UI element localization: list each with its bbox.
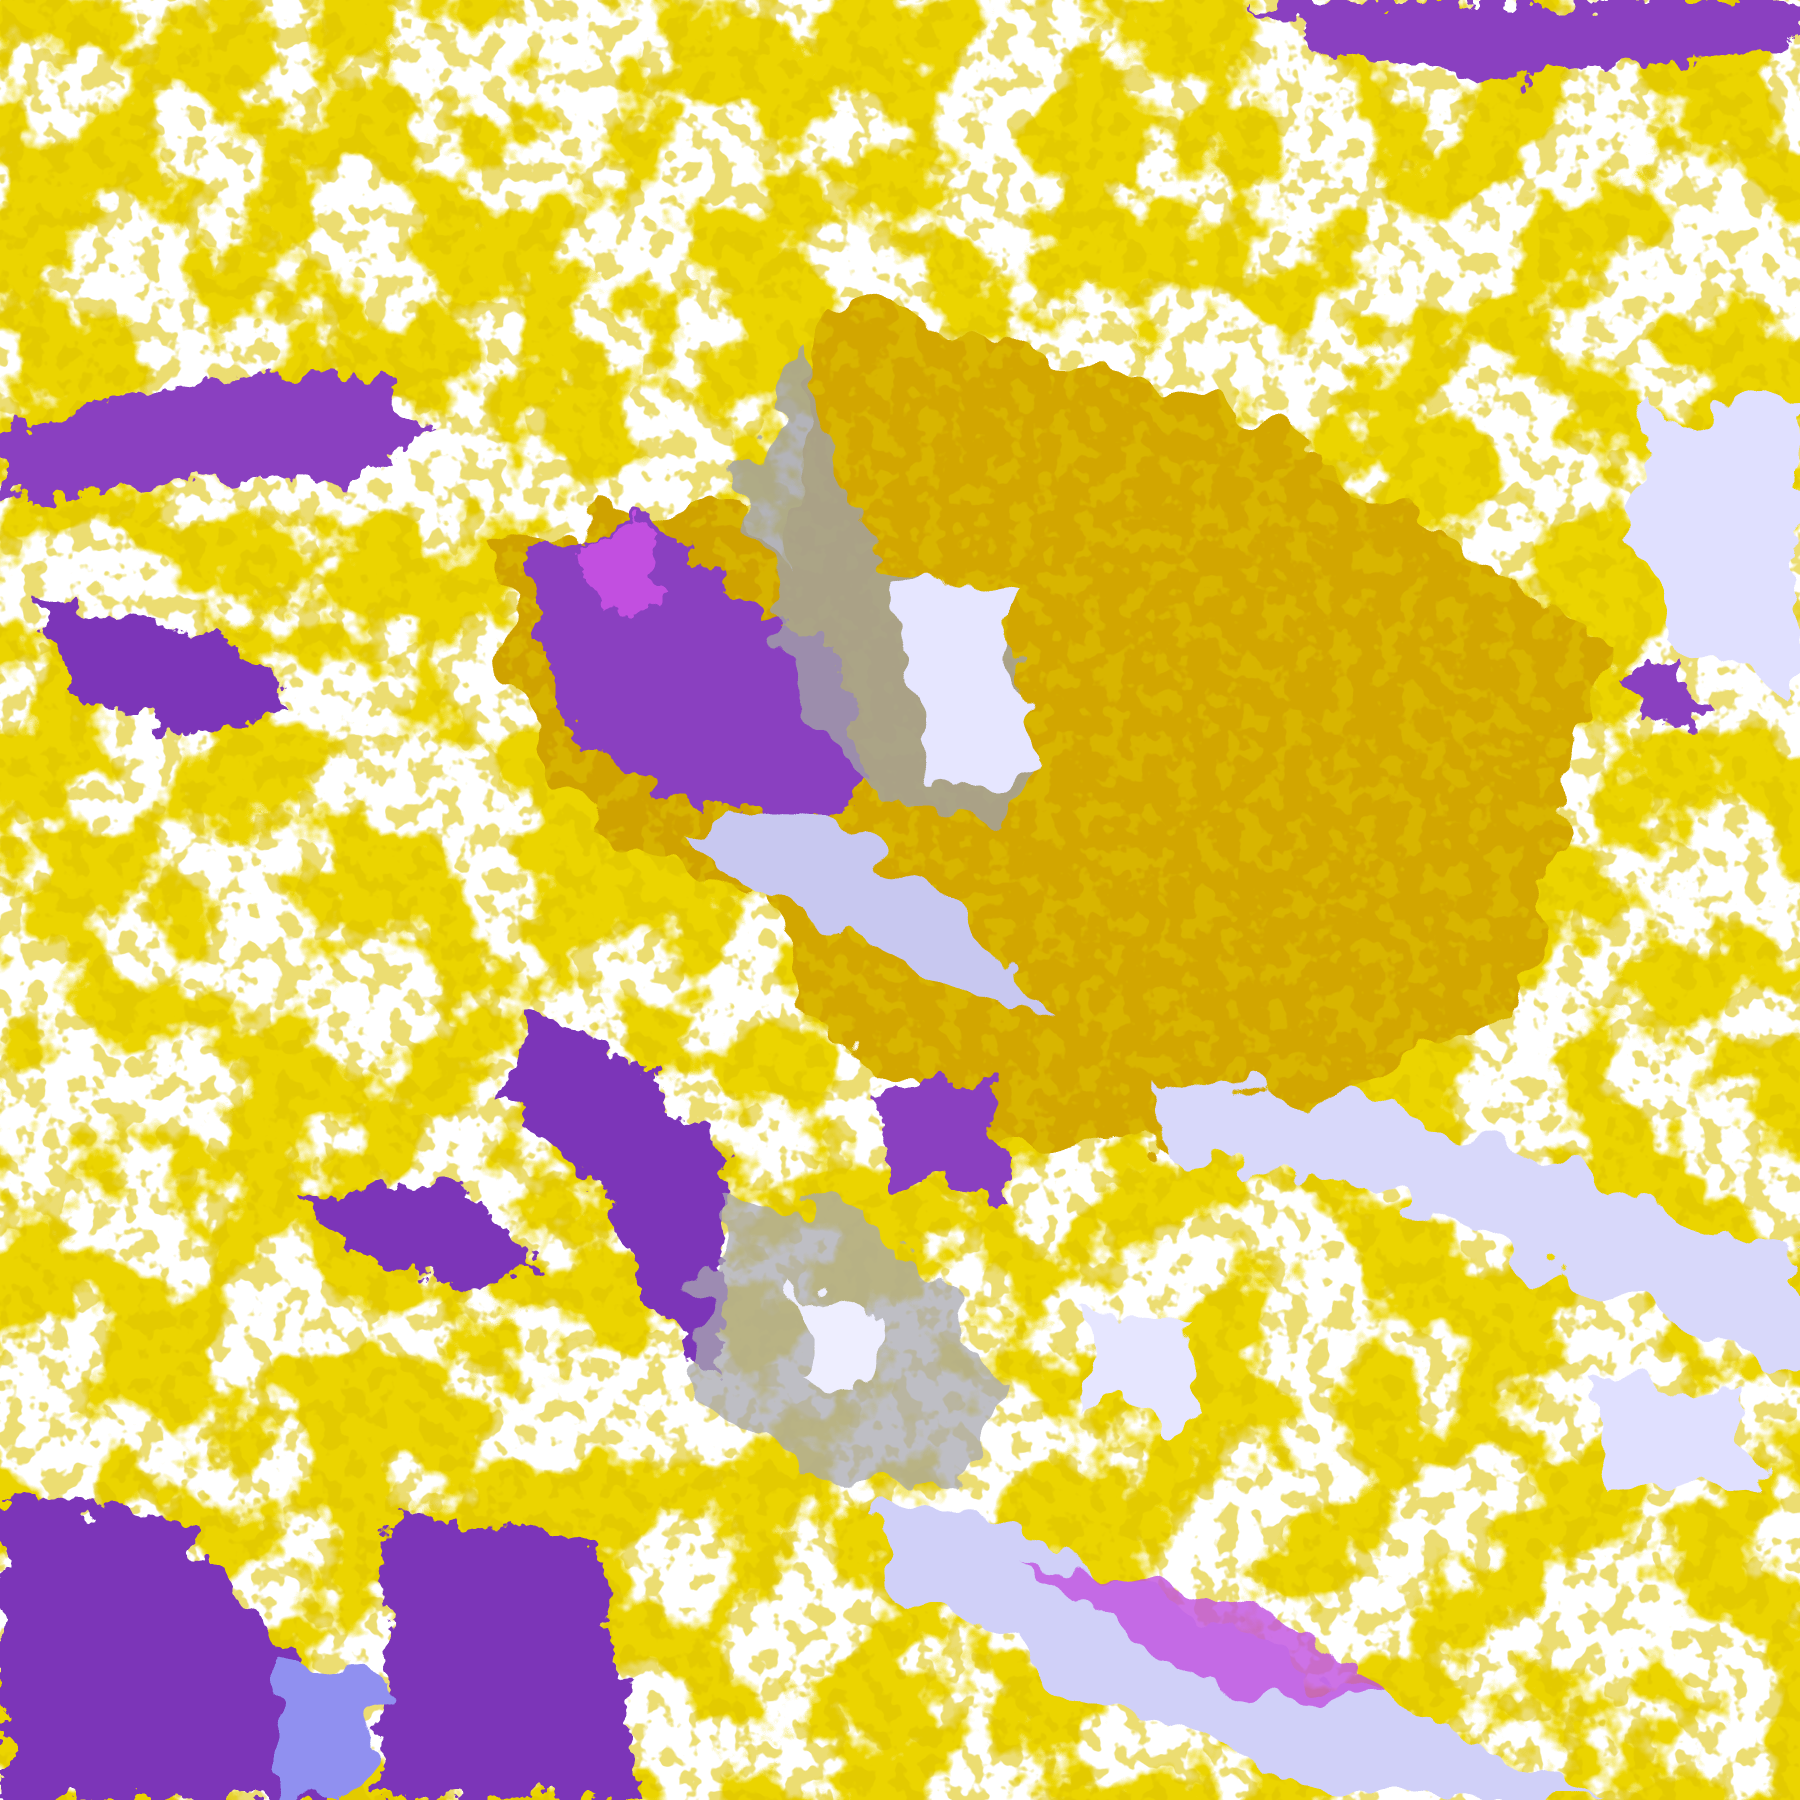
cloud-band (1630, 390, 1800, 712)
purple-area (298, 1182, 540, 1298)
periwinkle-band (275, 1653, 379, 1800)
magenta-area (573, 522, 666, 620)
cloud-core (1079, 1308, 1194, 1424)
purple-area (0, 1492, 345, 1800)
purple-area (34, 596, 299, 735)
purple-area (0, 367, 437, 506)
magenta-band (1033, 1561, 1378, 1699)
purple-area (1251, 0, 1800, 81)
purple-area (505, 1010, 724, 1378)
cloud-band (1147, 1079, 1800, 1378)
purple-area (1630, 665, 1699, 724)
cloud-band (688, 826, 1034, 1011)
cloud-core (895, 573, 1034, 793)
cloud-bands (275, 344, 1800, 1800)
cloud-core (1584, 1377, 1757, 1493)
purple-area (872, 1079, 1011, 1194)
purple-area (378, 1515, 643, 1800)
cloud-core (803, 1297, 873, 1390)
